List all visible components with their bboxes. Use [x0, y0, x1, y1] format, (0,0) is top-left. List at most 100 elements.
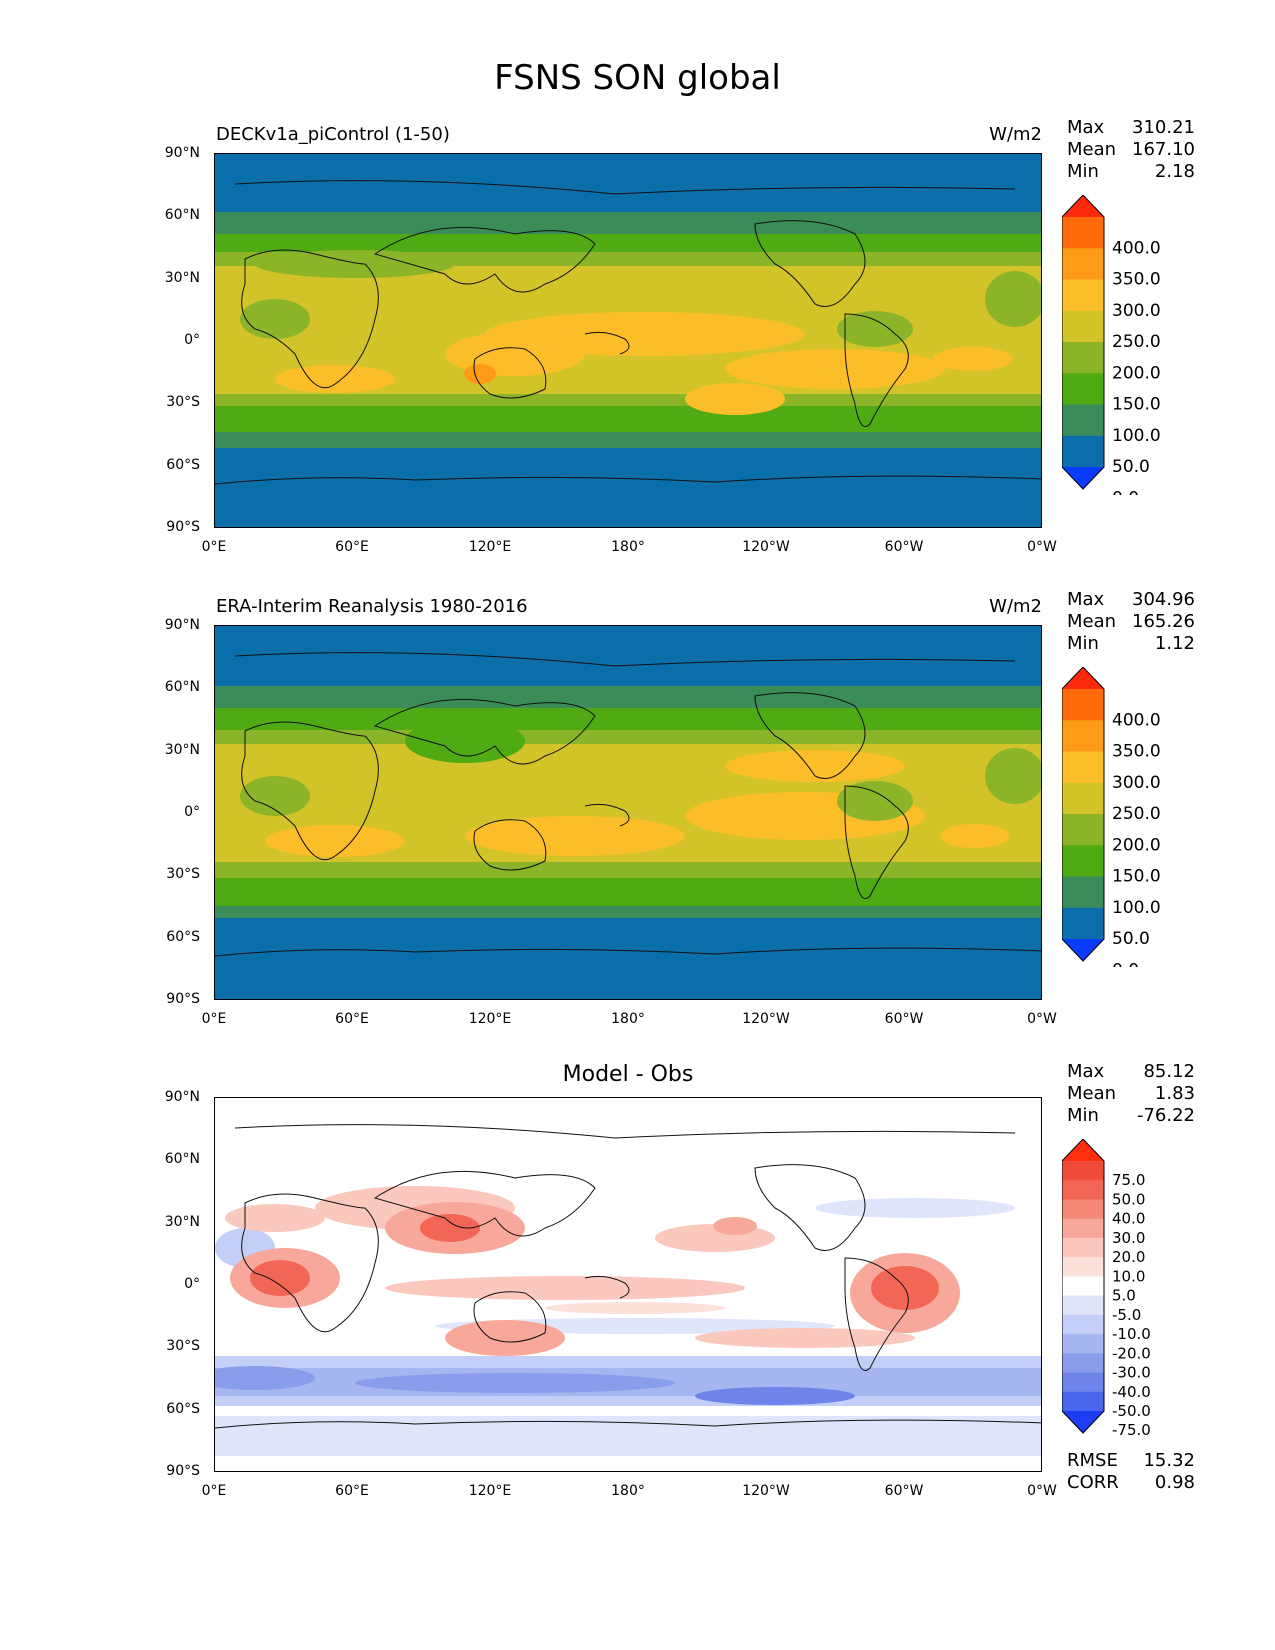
lat-tick-label: 90°N: [164, 617, 200, 633]
colorbar-swatch: [1062, 248, 1104, 280]
colorbar-swatch: [1062, 667, 1104, 689]
colorbar-swatch: [1062, 310, 1104, 343]
lat-tick-label: 90°N: [164, 145, 200, 161]
colorbar-tick-label: 10.0: [1112, 1267, 1145, 1285]
colorbar-tick-label: 150.0: [1112, 867, 1161, 887]
colorbar-swatch: [1062, 467, 1104, 489]
colorbar-outline: [1061, 666, 1105, 962]
colorbar-tick-label: 50.0: [1112, 1190, 1145, 1208]
colorbar-tick-label: -40.0: [1112, 1383, 1151, 1401]
colorbar-swatch: [1062, 720, 1104, 752]
lon-tick-label: 180°: [611, 1483, 645, 1499]
stat-label: CORR: [1067, 1472, 1119, 1493]
lon-tick-label: 60°W: [884, 1011, 924, 1027]
colorbar-swatch: [1062, 1411, 1104, 1433]
stat-label: Min: [1067, 161, 1099, 182]
stat-max: 85.12: [1143, 1061, 1195, 1082]
colorbar-swatch: [1062, 435, 1104, 468]
lon-tick-label: 0°W: [1027, 1011, 1057, 1027]
colorbar-swatch: [1062, 279, 1104, 312]
stat-label: Mean: [1067, 1083, 1117, 1104]
colorbar-tick-label: -20.0: [1112, 1344, 1151, 1362]
lon-tick-label: 180°: [611, 1011, 645, 1027]
lat-tick-label: 30°N: [164, 742, 200, 758]
colorbar-tick-label: -30.0: [1112, 1364, 1151, 1382]
stat-label: RMSE: [1067, 1450, 1118, 1471]
stat-corr: 0.98: [1154, 1472, 1195, 1493]
colorbar-tick-label: 0.0: [1112, 960, 1139, 967]
colorbar-tick-label: 200.0: [1112, 363, 1161, 383]
stat-min: -76.22: [1136, 1105, 1195, 1126]
colorbar-swatch: [1062, 907, 1104, 940]
colorbar-svg: 400.0 350.0 300.0 250.0 200.0 150.0 100.0 50.0 0…: [1061, 194, 1161, 508]
lon-tick-label: 120°W: [742, 1011, 790, 1027]
panel-2-units: W/m2: [989, 596, 1042, 617]
panel-1-colorbar: 400.0 350.0 300.0 250.0 200.0 150.0 100.0 50.0 0…: [1061, 194, 1172, 508]
colorbar-swatch: [1062, 1161, 1104, 1181]
lat-tick-label: 60°S: [166, 1401, 200, 1417]
lat-tick-label: 90°S: [166, 991, 200, 1007]
colorbar-swatch: [1062, 195, 1104, 217]
stat-label: Max: [1067, 1061, 1105, 1082]
lat-tick-label: 60°N: [164, 1151, 200, 1167]
lon-tick-label: 120°W: [742, 1483, 790, 1499]
colorbar-tick-label: 250.0: [1112, 804, 1161, 824]
stat-min: 2.18: [1154, 161, 1195, 182]
stat-label: Mean: [1067, 139, 1117, 160]
colorbar-swatch: [1062, 876, 1104, 909]
stat-min: 1.12: [1154, 633, 1195, 654]
colorbar-outline: [1061, 194, 1105, 490]
lon-tick-label: 120°E: [468, 1483, 512, 1499]
stat-label: Min: [1067, 633, 1099, 654]
lon-tick-label: 60°E: [335, 539, 369, 555]
lat-tick-label: 0°: [184, 332, 200, 348]
colorbar-tick-label: -10.0: [1112, 1325, 1151, 1343]
panel-1-units: W/m2: [989, 124, 1042, 145]
colorbar-swatch: [1062, 342, 1104, 374]
colorbar-tick-label: 100.0: [1112, 898, 1161, 918]
panel-3-colorbar: 75.0 50.0 40.0 30.0 20.0 10.0 5.0 -5.0 -10.0 -20.…: [1061, 1138, 1172, 1439]
lat-tick-label: 30°N: [164, 270, 200, 286]
lon-tick-label: 120°W: [742, 539, 790, 555]
stat-rmse: 15.32: [1143, 1450, 1195, 1471]
stat-mean: 165.26: [1132, 611, 1195, 632]
colorbar-swatch: [1062, 1237, 1104, 1258]
lon-tick-label: 120°E: [468, 539, 512, 555]
colorbar-swatch: [1062, 1139, 1104, 1161]
colorbar-swatch: [1062, 1218, 1104, 1239]
stat-max: 310.21: [1132, 117, 1195, 138]
colorbar-swatch: [1062, 217, 1104, 249]
lon-tick-label: 0°W: [1027, 1483, 1057, 1499]
colorbar-tick-label: 300.0: [1112, 301, 1161, 321]
colorbar-swatch: [1062, 404, 1104, 437]
colorbar-tick-label: 350.0: [1112, 742, 1161, 762]
colorbar-swatch: [1062, 782, 1104, 815]
lon-tick-label: 0°W: [1027, 539, 1057, 555]
lon-tick-label: 60°W: [884, 539, 924, 555]
colorbar-swatch: [1062, 1314, 1104, 1335]
stat-label: Min: [1067, 1105, 1099, 1126]
colorbar-swatch: [1062, 845, 1104, 877]
lon-tick-label: 120°E: [468, 1011, 512, 1027]
panel-3-map: [214, 1097, 1042, 1472]
colorbar-swatch: [1062, 1199, 1104, 1220]
colorbar-swatch: [1062, 1180, 1104, 1200]
lon-tick-label: 180°: [611, 539, 645, 555]
colorbar-swatch: [1062, 1257, 1104, 1277]
colorbar-tick-label: 5.0: [1112, 1287, 1136, 1305]
colorbar-swatch: [1062, 1334, 1104, 1354]
colorbar-swatch: [1062, 1276, 1104, 1297]
panel-1-stats: Max 310.21 Mean 167.10 Min 2.18: [1067, 117, 1195, 183]
colorbar-swatch: [1062, 814, 1104, 846]
colorbar-swatch: [1062, 1353, 1104, 1374]
stat-mean: 167.10: [1132, 139, 1195, 160]
colorbar-outline: [1061, 1138, 1105, 1434]
panel-2-colorbar: 400.0 350.0 300.0 250.0 200.0 150.0 100.0 50.0 0…: [1061, 666, 1172, 980]
stat-label: Max: [1067, 589, 1105, 610]
lat-tick-label: 90°S: [166, 1463, 200, 1479]
panel-3-stats: Max 85.12 Mean 1.83 Min -76.22: [1067, 1061, 1195, 1127]
colorbar-swatch: [1062, 1391, 1104, 1412]
colorbar-tick-label: -5.0: [1112, 1306, 1141, 1324]
lat-tick-label: 60°N: [164, 207, 200, 223]
panel-1-map: [214, 153, 1042, 528]
